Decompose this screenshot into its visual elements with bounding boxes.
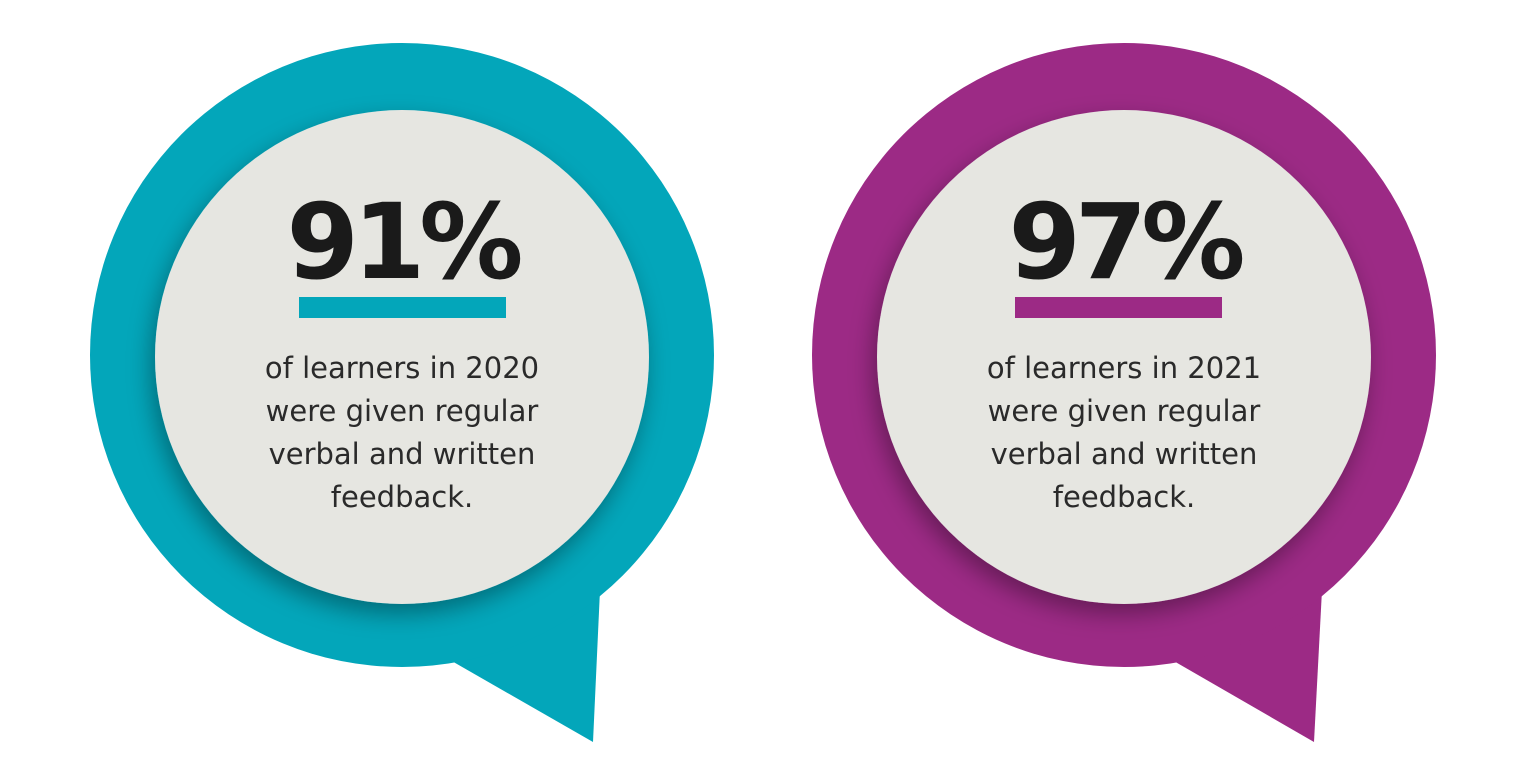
description-line: verbal and written — [269, 437, 536, 471]
speech-bubble: 91% of learners in 2020 were given regular… — [90, 43, 714, 742]
description-line: feedback. — [331, 480, 473, 514]
description-line: verbal and written — [991, 437, 1258, 471]
description-line: were given regular — [266, 394, 539, 428]
bubble-tail — [450, 590, 600, 742]
stat-value: 91% — [287, 181, 521, 303]
stat-value: 97% — [1009, 181, 1243, 303]
bubbles: 91% of learners in 2020 were given regular… — [90, 43, 1436, 742]
speech-bubble: 97% of learners in 2021 were given regular… — [812, 43, 1436, 742]
stat-underline — [299, 297, 506, 318]
description-line: of learners in 2020 — [265, 351, 539, 385]
bubble-inner — [877, 110, 1371, 604]
bubble-tail — [1172, 590, 1322, 742]
description-line: were given regular — [988, 394, 1261, 428]
stat-underline — [1015, 297, 1222, 318]
description-line: feedback. — [1053, 480, 1195, 514]
description-line: of learners in 2021 — [987, 351, 1261, 385]
bubble-inner — [155, 110, 649, 604]
